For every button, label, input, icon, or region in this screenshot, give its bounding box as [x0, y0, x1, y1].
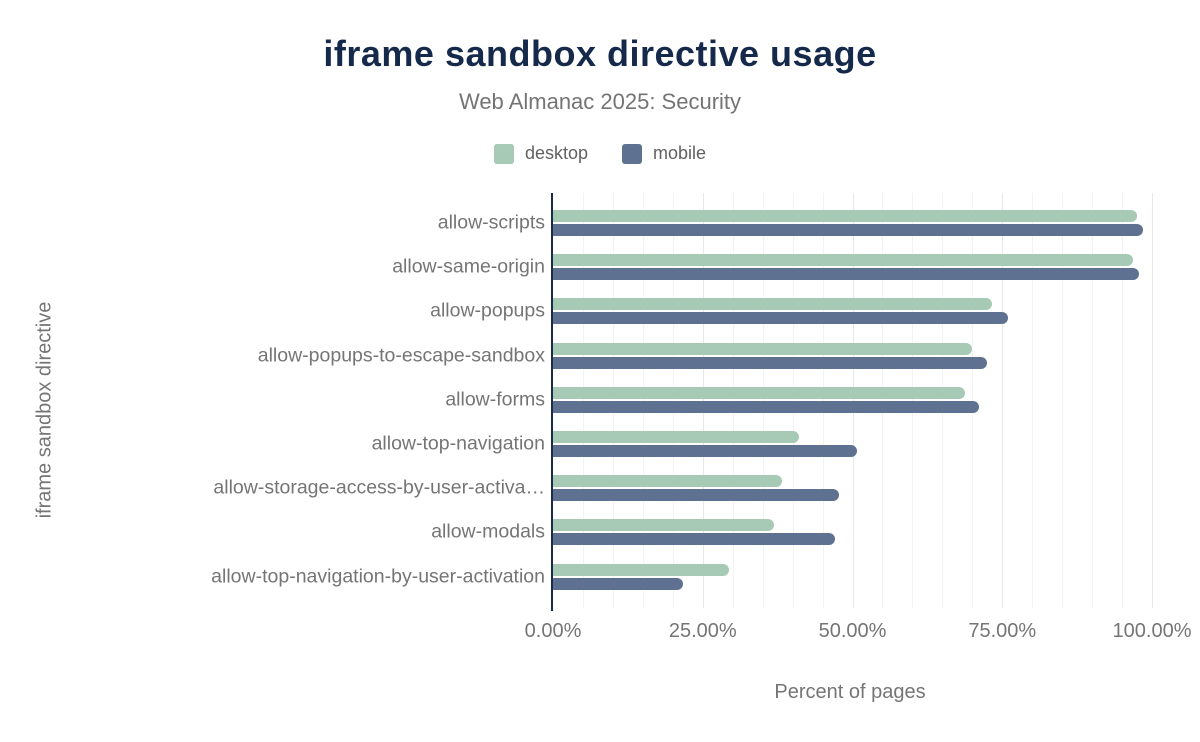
- category-label: allow-popups: [430, 299, 545, 322]
- major-gridline: [852, 193, 854, 608]
- legend-swatch-desktop: [493, 143, 514, 164]
- bar-mobile[interactable]: [553, 312, 1008, 325]
- bar-desktop[interactable]: [553, 210, 1137, 222]
- minor-gridline: [972, 193, 974, 608]
- bar-mobile[interactable]: [553, 533, 835, 546]
- bar-desktop[interactable]: [553, 386, 965, 399]
- minor-gridline: [792, 193, 794, 608]
- x-tick-label: 50.00%: [818, 620, 887, 642]
- minor-gridline: [942, 193, 944, 608]
- category-label: allow-storage-access-by-user-activa…: [213, 476, 545, 499]
- bar-mobile[interactable]: [553, 489, 839, 502]
- x-tick-label: 0.00%: [524, 620, 582, 642]
- minor-gridline: [822, 193, 824, 608]
- major-gridline: [1002, 193, 1004, 608]
- category-label: allow-scripts: [437, 211, 545, 234]
- legend-item-mobile: mobile: [622, 143, 706, 164]
- bar-desktop[interactable]: [553, 475, 782, 488]
- category-label: allow-top-navigation: [371, 432, 545, 455]
- bar-mobile[interactable]: [553, 356, 987, 369]
- bar-desktop[interactable]: [553, 431, 799, 443]
- legend-swatch-mobile: [622, 143, 642, 164]
- legend-label: mobile: [653, 143, 707, 163]
- legend-item-desktop: desktop: [493, 143, 588, 164]
- bar-mobile[interactable]: [553, 445, 857, 457]
- minor-gridline: [762, 193, 764, 608]
- bar-desktop[interactable]: [553, 563, 729, 576]
- x-tick-label: 75.00%: [968, 620, 1037, 642]
- y-axis-line: [551, 193, 553, 611]
- minor-gridline: [612, 193, 614, 608]
- minor-gridline: [882, 193, 884, 608]
- y-axis-title: iframe sandbox directive: [33, 301, 56, 519]
- bar-desktop[interactable]: [553, 519, 774, 532]
- minor-gridline: [1032, 193, 1034, 608]
- category-label: allow-top-navigation-by-user-activation: [211, 565, 545, 588]
- x-axis-title: Percent of pages: [774, 681, 926, 703]
- bar-mobile[interactable]: [553, 400, 979, 413]
- chart-subtitle: Web Almanac 2025: Security: [458, 89, 742, 114]
- major-gridline: [702, 193, 704, 608]
- minor-gridline: [1092, 193, 1094, 608]
- category-label: allow-same-origin: [392, 255, 545, 278]
- minor-gridline: [582, 193, 584, 608]
- major-gridline: [1152, 193, 1153, 608]
- legend-label: desktop: [524, 143, 588, 163]
- minor-gridline: [912, 193, 914, 608]
- category-label: allow-modals: [431, 520, 545, 543]
- x-tick-label: 100.00%: [1112, 620, 1192, 642]
- x-tick-label: 25.00%: [668, 620, 737, 642]
- minor-gridline: [672, 193, 674, 608]
- minor-gridline: [642, 193, 644, 608]
- category-label: allow-forms: [445, 388, 545, 411]
- chart-title: iframe sandbox directive usage: [323, 33, 877, 74]
- bar-mobile[interactable]: [553, 577, 683, 590]
- bar-desktop[interactable]: [553, 298, 992, 311]
- category-label: allow-popups-to-escape-sandbox: [257, 344, 545, 367]
- legend: desktop mobile: [0, 143, 1200, 164]
- minor-gridline: [732, 193, 734, 608]
- minor-gridline: [1062, 193, 1064, 608]
- bar-desktop[interactable]: [553, 254, 1133, 267]
- bar-mobile[interactable]: [553, 224, 1143, 236]
- bar-mobile[interactable]: [553, 268, 1139, 281]
- bar-desktop[interactable]: [553, 342, 972, 355]
- minor-gridline: [1122, 193, 1124, 608]
